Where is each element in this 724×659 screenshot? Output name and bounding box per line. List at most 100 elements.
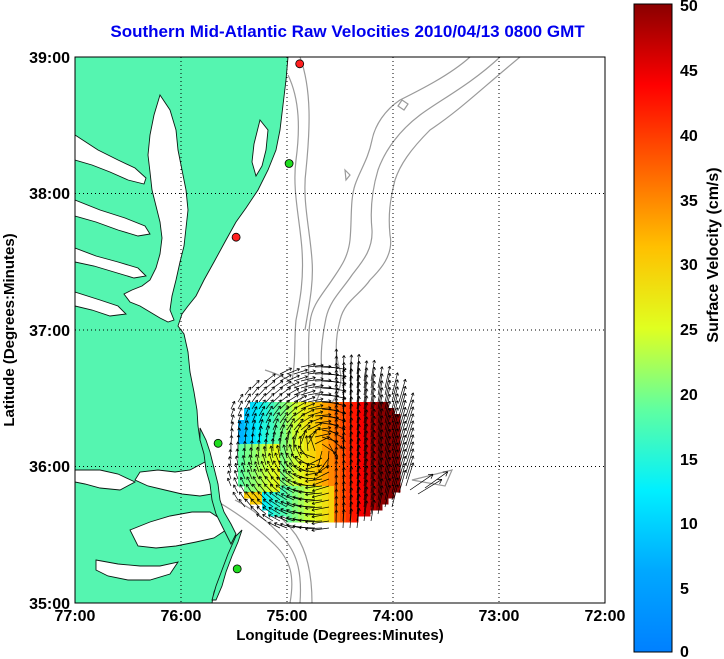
velocity-arrow <box>239 484 246 494</box>
velocity-arrow <box>370 366 376 389</box>
velocity-arrow <box>244 406 250 417</box>
velocity-arrow <box>304 435 309 452</box>
velocity-arrow <box>251 386 260 396</box>
velocity-arrow <box>370 387 376 410</box>
velocity-arrow <box>250 498 260 508</box>
velocity-cell <box>358 450 365 457</box>
velocity-cell <box>352 480 359 487</box>
velocity-arrow <box>370 394 376 417</box>
velocity-arrow <box>270 476 281 487</box>
velocity-arrow <box>226 477 232 487</box>
velocity-arrow <box>300 429 307 445</box>
velocity-cell <box>370 402 377 409</box>
velocity-cell <box>268 426 275 433</box>
velocity-cell <box>298 402 305 409</box>
velocity-cell <box>268 408 275 415</box>
velocity-cell <box>352 462 359 469</box>
velocity-arrow <box>334 509 339 529</box>
velocity-arrow <box>298 482 316 487</box>
velocity-arrow <box>280 508 295 515</box>
velocity-arrow <box>262 498 274 508</box>
velocity-cell <box>358 414 365 421</box>
velocity-arrow <box>293 375 308 382</box>
x-tick-label: 73:00 <box>479 608 520 625</box>
velocity-arrow <box>298 460 316 466</box>
velocity-cell <box>358 432 365 439</box>
velocity-cell <box>298 462 305 469</box>
velocity-cell <box>292 420 299 427</box>
velocity-cell <box>280 474 287 481</box>
velocity-arrow <box>272 399 282 410</box>
velocity-arrow <box>405 455 415 480</box>
velocity-arrow <box>311 527 330 532</box>
velocity-cell <box>394 480 401 487</box>
colorbar <box>633 3 673 653</box>
velocity-cell <box>346 432 353 439</box>
velocity-cell <box>364 462 371 469</box>
velocity-arrow <box>251 379 260 389</box>
velocity-cell <box>352 420 359 427</box>
velocity-cell <box>364 468 371 475</box>
velocity-cell <box>274 498 281 505</box>
velocity-cell <box>250 462 257 469</box>
velocity-cell <box>364 402 371 409</box>
velocity-cell <box>268 402 275 409</box>
colorbar-tick-label: 25 <box>680 322 698 339</box>
velocity-cell <box>274 504 281 511</box>
velocity-arrow <box>356 430 361 452</box>
velocity-arrow <box>308 435 316 452</box>
colorbar-tick-label: 0 <box>680 644 689 659</box>
velocity-arrow <box>391 400 399 424</box>
velocity-arrow <box>279 374 292 382</box>
velocity-arrow <box>384 463 392 487</box>
velocity-arrow <box>424 471 449 489</box>
velocity-cell <box>352 510 359 517</box>
velocity-cell <box>262 402 269 409</box>
velocity-cell <box>292 444 299 451</box>
velocity-cell <box>262 414 269 421</box>
velocity-cell <box>280 402 287 409</box>
velocity-arrow <box>279 399 290 410</box>
velocity-arrow <box>307 397 324 403</box>
colorbar-tick-label: 5 <box>680 581 689 598</box>
velocity-arrow <box>384 470 392 494</box>
velocity-arrow <box>370 373 376 396</box>
velocity-arrow <box>251 406 258 417</box>
velocity-arrow <box>363 395 369 417</box>
velocity-arrow <box>305 471 323 477</box>
velocity-arrow <box>311 499 330 506</box>
velocity-cell <box>304 414 311 421</box>
velocity-cell <box>346 468 353 475</box>
velocity-cell <box>244 486 251 493</box>
velocity-arrow <box>293 368 308 375</box>
velocity-arrow <box>258 412 265 424</box>
velocity-cell <box>394 444 401 451</box>
velocity-cell <box>388 480 395 487</box>
velocity-arrow <box>391 372 399 396</box>
velocity-cell <box>352 468 359 475</box>
velocity-arrow <box>356 507 361 529</box>
velocity-arrow <box>370 401 376 424</box>
velocity-cell <box>250 486 257 493</box>
velocity-arrow <box>262 446 267 459</box>
velocity-cell <box>256 456 263 463</box>
velocity-cell <box>292 456 299 463</box>
velocity-arrow <box>398 441 407 466</box>
velocity-cell <box>352 402 359 409</box>
velocity-cell <box>244 438 251 445</box>
x-tick-label: 74:00 <box>373 608 414 625</box>
velocity-arrow <box>363 472 369 494</box>
velocity-cell <box>346 450 353 457</box>
velocity-cell <box>328 510 335 517</box>
velocity-arrow <box>328 436 343 449</box>
velocity-cell <box>238 426 245 433</box>
velocity-arrow <box>286 400 299 410</box>
velocity-arrow <box>307 410 324 417</box>
velocity-cell <box>310 474 317 481</box>
x-axis-label: Longitude (Degrees:Minutes) <box>236 627 444 644</box>
velocity-cell <box>274 444 281 451</box>
velocity-arrow <box>356 500 361 522</box>
velocity-cell <box>256 486 263 493</box>
velocity-cell <box>328 480 335 487</box>
velocity-arrow <box>230 407 235 417</box>
